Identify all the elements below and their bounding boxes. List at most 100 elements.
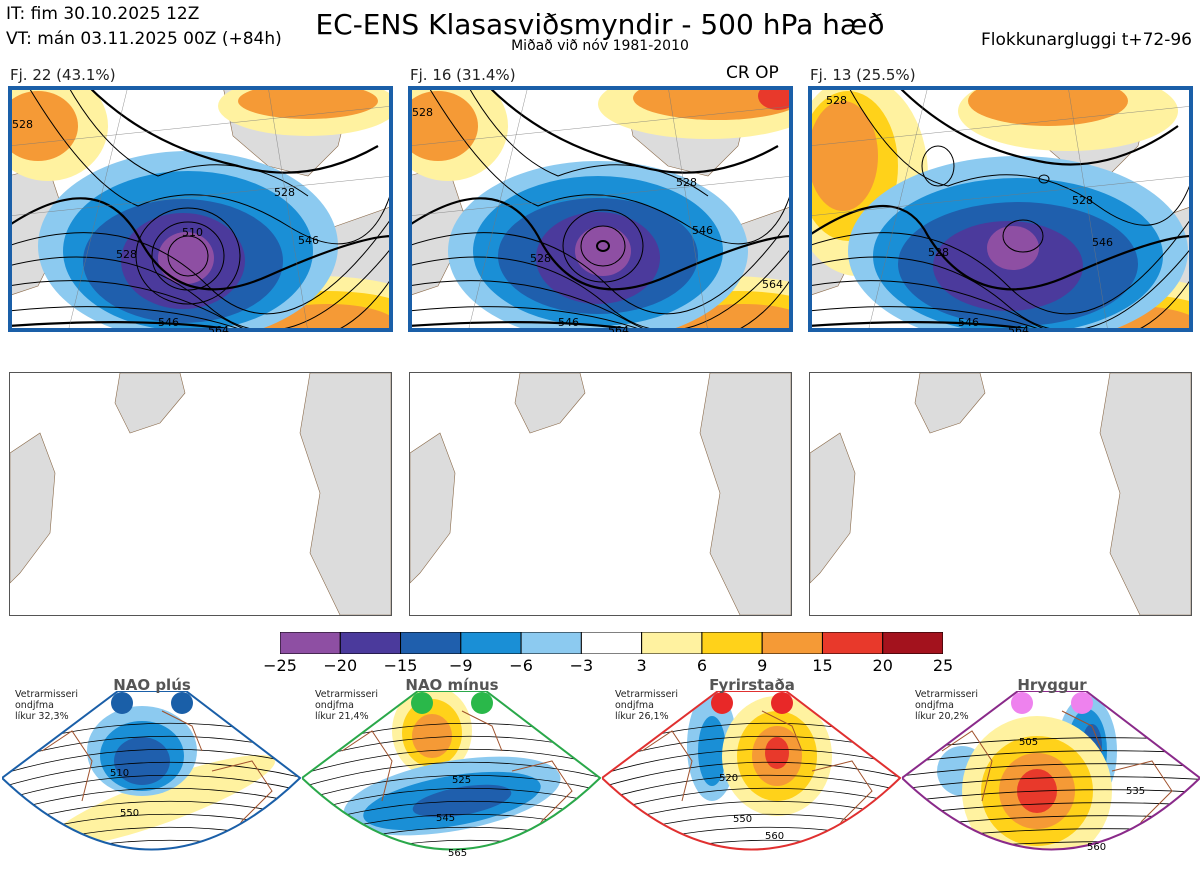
cluster-2-map: 528 528 546 564 528 546 564 — [408, 86, 793, 332]
cluster-3-contour-label: 546 — [958, 316, 979, 329]
regime-marker-dot — [171, 692, 193, 714]
regime-marker-dot — [1071, 692, 1093, 714]
cluster-2-contour-label: 528 — [412, 106, 433, 119]
cluster-1-contour-label: 546 — [298, 234, 319, 247]
colorbar-tick-label: −15 — [383, 656, 418, 675]
anomaly-area — [765, 737, 789, 769]
regime-contour-label: 560 — [765, 831, 784, 842]
colorbar-segment — [280, 632, 341, 654]
regime-info-line: líkur 20,2% — [915, 711, 969, 722]
colorbar-segment — [520, 632, 582, 654]
regime-contour-label: 505 — [1019, 737, 1038, 748]
cluster-2-extra-label: CR OP — [726, 63, 779, 83]
cluster-3-contour-label: 528 — [1072, 194, 1093, 207]
colorbar-tick-label: −9 — [449, 656, 473, 675]
empty-map-1 — [9, 372, 392, 616]
regime-info-line: ondjfma — [915, 700, 954, 711]
empty-map-3 — [809, 372, 1192, 616]
cluster-1-contour-label: 564 — [208, 324, 229, 332]
cluster-1-contour-label: 528 — [12, 118, 33, 131]
cluster-2-contour-label: 528 — [530, 252, 551, 265]
regime-map: 505 535 560 — [902, 691, 1200, 868]
cluster-2-contour-label: 546 — [558, 316, 579, 329]
regime-contour-label: 545 — [436, 813, 455, 824]
colorbar-tick-label: 25 — [932, 656, 954, 675]
regime-contour-label: 565 — [448, 848, 467, 859]
cluster-3-label: Fj. 13 (25.5%) — [810, 66, 916, 84]
regime-info: Vetrarmisseri ondjfma líkur 26,1% — [615, 689, 678, 722]
regime-name: NAO plús — [113, 676, 191, 694]
anomaly-area — [698, 716, 726, 786]
cluster-1-map: 528 528 510 546 528 546 564 — [8, 86, 393, 332]
regime-map: 510 550 — [2, 691, 302, 851]
cluster-1-contour-label: 546 — [158, 316, 179, 329]
cluster-1-contour-label: 528 — [116, 248, 137, 261]
colorbar-tick-label: 20 — [872, 656, 893, 675]
regime-marker-dot — [111, 692, 133, 714]
regime-marker-dot — [471, 692, 493, 714]
colorbar-segment — [761, 632, 823, 654]
regime-name: NAO mínus — [405, 676, 499, 694]
valid-time: VT: mán 03.11.2025 00Z (+84h) — [6, 29, 282, 49]
cluster-3-map: 528 528 546 528 546 564 — [808, 86, 1193, 332]
colorbar-tick-label: −3 — [569, 656, 594, 675]
colorbar-tick-label: −20 — [323, 656, 358, 675]
colorbar-tick-label: 15 — [812, 656, 833, 675]
colorbar-segment — [339, 632, 402, 654]
regime-contour-label: 550 — [733, 814, 752, 825]
colorbar-tick-label: 9 — [757, 656, 768, 675]
chart-subtitle: Miðað við nóv 1981-2010 — [511, 38, 689, 54]
regime-info-line: ondjfma — [615, 700, 654, 711]
classification-window: Flokkunargluggi t+72-96 — [980, 30, 1192, 50]
colorbar — [280, 632, 943, 654]
regime-info: Vetrarmisseri ondjfma líkur 21,4% — [315, 689, 378, 722]
regime-info-line: Vetrarmisseri — [915, 689, 978, 700]
regime-info-line: Vetrarmisseri — [315, 689, 378, 700]
colorbar-tick-label: −6 — [509, 656, 533, 675]
colorbar-segment — [701, 632, 763, 654]
cluster-3-contour-label: 564 — [1008, 324, 1029, 332]
regime-contour-label: 560 — [1087, 842, 1106, 853]
cluster-1-contour-label: 528 — [274, 186, 295, 199]
regime-info-line: líkur 21,4% — [315, 711, 369, 722]
regime-map: 525 545 565 — [302, 691, 602, 859]
anomaly-area — [1014, 854, 1050, 868]
cluster-2-contour-label: 564 — [608, 324, 629, 332]
colorbar-tick-label: 3 — [636, 656, 647, 675]
colorbar-segment — [580, 632, 643, 654]
cluster-2-contour-label: 528 — [676, 176, 697, 189]
regime-marker-dot — [711, 692, 733, 714]
colorbar-segment — [460, 632, 522, 654]
colorbar-segment — [400, 632, 462, 654]
colorbar-segment — [882, 632, 943, 654]
regime-info-line: líkur 26,1% — [615, 711, 669, 722]
colorbar-tick-label: 6 — [696, 656, 707, 675]
colorbar-segment — [821, 632, 884, 654]
cluster-2-contour-label: 546 — [692, 224, 713, 237]
cluster-3-contour-label: 546 — [1092, 236, 1113, 249]
cluster-1-label: Fj. 22 (43.1%) — [10, 66, 116, 84]
regime-info-line: Vetrarmisseri — [15, 689, 78, 700]
regime-info-line: ondjfma — [15, 700, 54, 711]
cluster-3-contour-label: 528 — [826, 94, 847, 107]
regime-contour-label: 550 — [120, 808, 139, 819]
regime-contour-label: 520 — [719, 773, 738, 784]
cluster-2-contour-label: 564 — [762, 278, 783, 291]
regime-contour-label: 510 — [110, 768, 129, 779]
regime-info-line: ondjfma — [315, 700, 354, 711]
chart-title: EC-ENS Klasasviðsmyndir - 500 hPa hæð — [315, 8, 885, 41]
regime-marker-dot — [771, 692, 793, 714]
regime-name: Hryggur — [1017, 676, 1087, 694]
empty-map-2 — [409, 372, 792, 616]
regime-marker-dot — [1011, 692, 1033, 714]
regime-info-line: Vetrarmisseri — [615, 689, 678, 700]
regime-contour-label: 525 — [452, 775, 471, 786]
regime-marker-dot — [411, 692, 433, 714]
regime-map: 520 550 560 — [602, 691, 902, 851]
regime-info-line: líkur 32,3% — [15, 711, 69, 722]
regime-name: Fyrirstaða — [709, 676, 795, 694]
regime-info: Vetrarmisseri ondjfma líkur 32,3% — [15, 689, 78, 722]
cluster-3-contour-label: 528 — [928, 246, 949, 259]
regime-info: Vetrarmisseri ondjfma líkur 20,2% — [915, 689, 978, 722]
initial-time: IT: fim 30.10.2025 12Z — [6, 4, 200, 24]
